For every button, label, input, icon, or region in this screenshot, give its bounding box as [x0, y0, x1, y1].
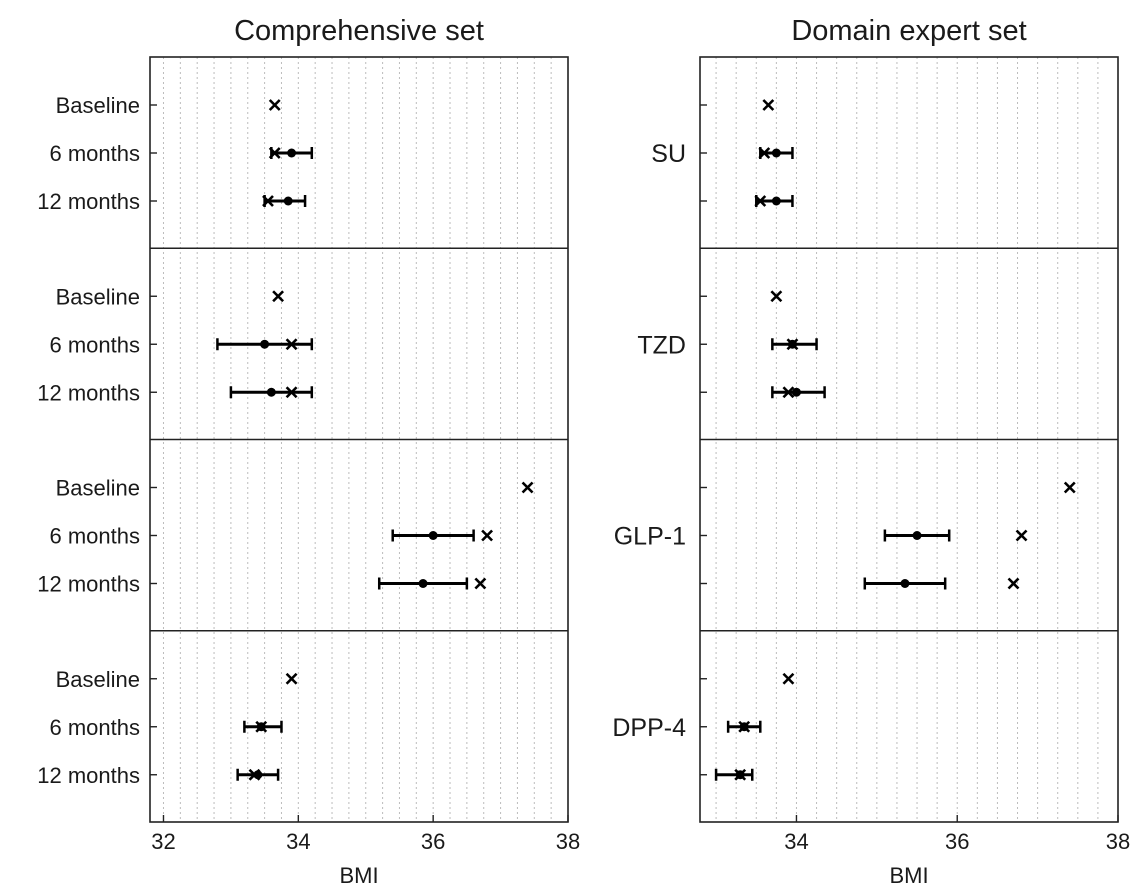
cross-stroke — [782, 386, 795, 399]
cross-marker — [762, 99, 775, 111]
group-label: SU — [651, 140, 686, 168]
mean-point — [418, 579, 428, 588]
x-tick-label: 34 — [784, 829, 808, 854]
x-axis-label: BMI — [889, 863, 928, 888]
cross-marker — [734, 768, 747, 781]
group-label: DPP-4 — [612, 714, 686, 742]
cross-stroke — [285, 386, 298, 399]
cross-stroke — [262, 195, 274, 207]
mean-point — [791, 387, 801, 397]
cross-marker — [255, 720, 268, 733]
cross-marker — [738, 720, 751, 733]
cross-marker — [758, 147, 771, 159]
panel-comprehensive: Comprehensive set Baseline 6 months 12 mont… — [37, 15, 580, 888]
row-label: 6 months — [50, 524, 141, 549]
row-label: Baseline — [56, 667, 140, 692]
mean-point — [266, 387, 276, 397]
x-tick-label: 36 — [421, 829, 445, 854]
cross-marker — [285, 386, 298, 399]
cross-stroke — [782, 672, 795, 685]
mean-point — [900, 579, 910, 588]
cross-stroke — [1063, 481, 1076, 494]
cross-marker — [268, 99, 281, 111]
cross-stroke — [521, 481, 534, 494]
mean-point — [260, 339, 270, 349]
row-label: 12 months — [37, 189, 140, 214]
mean-point — [912, 531, 922, 540]
cross-marker — [754, 195, 767, 207]
cross-marker — [481, 529, 494, 542]
row-label: 6 months — [50, 332, 141, 357]
row-label: 12 months — [37, 763, 140, 788]
cross-stroke — [770, 290, 783, 303]
cross-marker — [248, 768, 261, 781]
row-label: Baseline — [56, 476, 140, 501]
cross-marker — [272, 290, 285, 303]
row-label: Baseline — [56, 93, 140, 118]
cross-stroke — [268, 99, 281, 111]
row-label: 6 months — [50, 141, 141, 166]
group-label: GLP-1 — [614, 523, 686, 551]
x-tick-label: 32 — [151, 829, 175, 854]
cross-marker — [474, 577, 487, 590]
cross-stroke — [734, 768, 747, 781]
cross-stroke — [1015, 529, 1028, 542]
mean-point — [771, 196, 781, 206]
x-tick-label: 34 — [286, 829, 310, 854]
row-label: Baseline — [56, 284, 140, 309]
x-axis-label: BMI — [339, 863, 378, 888]
row-label: 12 months — [37, 380, 140, 405]
cross-marker — [782, 386, 795, 399]
mean-point — [287, 148, 297, 158]
cross-marker — [268, 147, 281, 159]
cross-stroke — [248, 768, 261, 781]
cross-stroke — [272, 290, 285, 303]
panel-domain-expert: Domain expert set SU TZD GLP-1 DPP-4 34 36 38 BM… — [612, 15, 1130, 888]
row-label: 6 months — [50, 715, 141, 740]
cross-stroke — [285, 338, 298, 351]
panel-title: Comprehensive set — [234, 15, 484, 47]
cross-marker — [770, 290, 783, 303]
cross-marker — [262, 195, 274, 207]
x-tick-label: 38 — [556, 829, 580, 854]
mean-point — [771, 148, 781, 158]
cross-marker — [786, 338, 799, 351]
mean-point — [428, 531, 438, 540]
cross-stroke — [255, 720, 268, 733]
panel-title: Domain expert set — [791, 15, 1026, 47]
x-tick-label: 38 — [1106, 829, 1130, 854]
cross-stroke — [481, 529, 494, 542]
cross-stroke — [1007, 577, 1020, 590]
cross-stroke — [754, 195, 767, 207]
cross-marker — [1007, 577, 1020, 590]
cross-marker — [521, 481, 534, 494]
cross-marker — [1015, 529, 1028, 542]
mean-point — [283, 196, 293, 206]
x-tick-label: 36 — [945, 829, 969, 854]
cross-stroke — [758, 147, 771, 159]
row-label: 12 months — [37, 572, 140, 597]
cross-stroke — [268, 147, 281, 159]
plot-frame — [149, 56, 569, 823]
cross-stroke — [762, 99, 775, 111]
cross-marker — [285, 672, 298, 685]
cross-marker — [1063, 481, 1076, 494]
cross-stroke — [786, 338, 799, 351]
cross-stroke — [738, 720, 751, 733]
cross-stroke — [285, 672, 298, 685]
group-label: TZD — [637, 331, 686, 359]
cross-marker — [285, 338, 298, 351]
cross-marker — [782, 672, 795, 685]
plot-frame — [699, 56, 1119, 823]
cross-stroke — [474, 577, 487, 590]
